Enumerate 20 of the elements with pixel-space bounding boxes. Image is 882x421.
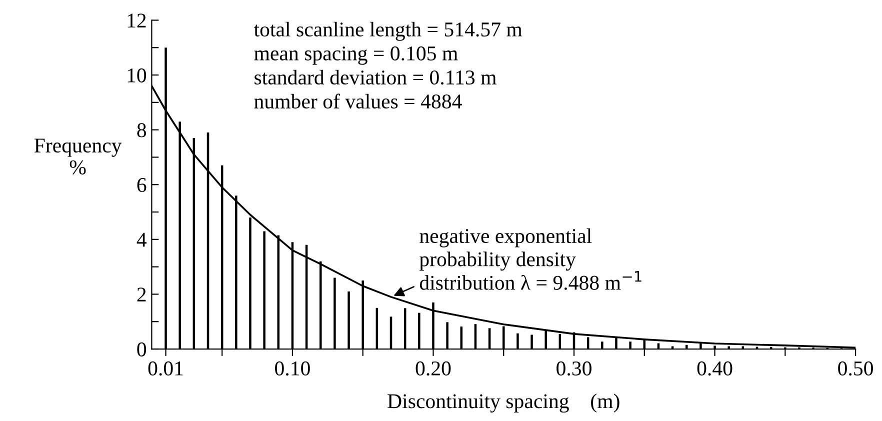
annotation: negative exponential probability density distribution λ = 9.488 m$^{−1}$ — [419, 228, 642, 290]
y-tick-label: 6 — [137, 178, 146, 192]
x-tick-label: 0.50 — [838, 361, 873, 376]
y-tick-label: 12 — [128, 14, 146, 28]
annotation: number of values = 4884 — [254, 94, 462, 109]
x-tick-label: 0.01 — [148, 361, 183, 376]
x-axis-title: Discontinuity spacing (m) — [388, 394, 620, 413]
y-tick-label: 4 — [136, 232, 147, 247]
annotation: standard deviation = 0.113 m — [254, 70, 496, 85]
y-tick-label: 8 — [137, 123, 146, 138]
y-tick-label: 0 — [137, 342, 146, 356]
annotation: total scanline length = 514.57 m — [254, 22, 522, 41]
x-tick-label: 0.20 — [416, 361, 451, 376]
x-tick-label: 0.40 — [697, 361, 732, 376]
y-tick-label: 10 — [128, 68, 146, 82]
x-tick-label: 0.30 — [556, 361, 592, 376]
annotation: mean spacing = 0.105 m — [254, 46, 458, 65]
y-axis-title: Frequency % — [34, 138, 122, 174]
x-tick-label: 0.10 — [275, 361, 310, 376]
y-tick-label: 2 — [137, 288, 146, 302]
